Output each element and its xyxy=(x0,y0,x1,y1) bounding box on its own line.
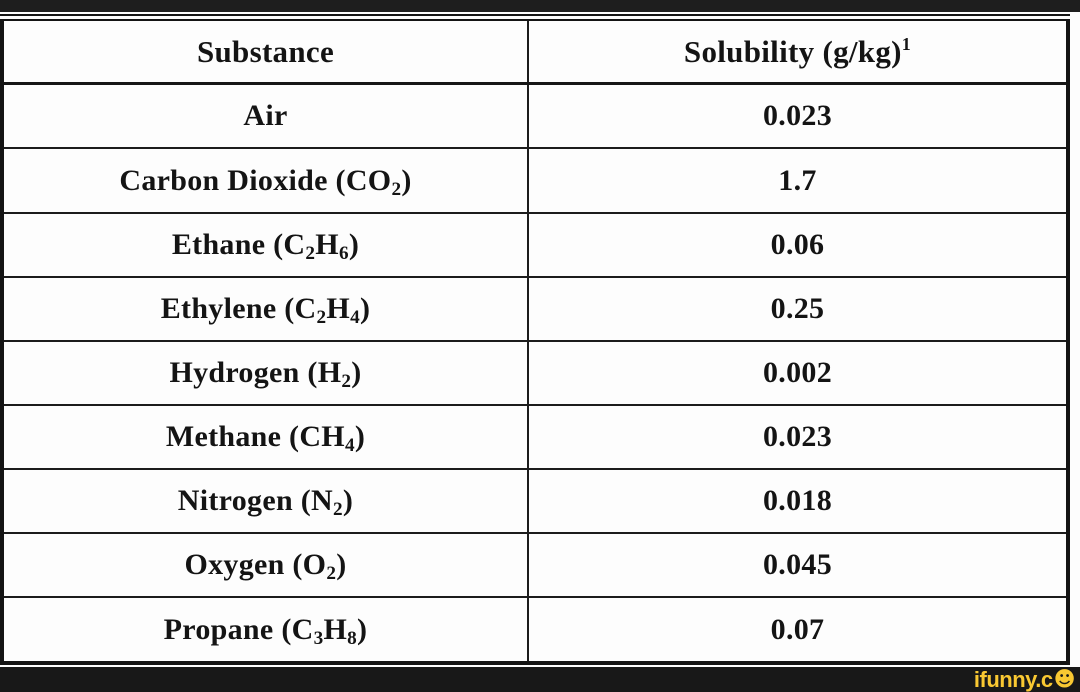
solubility-cell: 0.018 xyxy=(527,467,1069,534)
solubility-cell: 0.023 xyxy=(527,82,1069,150)
table-row: Ethane (C2H6) 0.06 xyxy=(1,211,1069,278)
solubility-table-container: Substance Solubility (g/kg)1 Air 0.023 Car… xyxy=(0,14,1070,665)
substance-cell: Propane (C3H8) xyxy=(1,596,529,664)
table-row: Methane (CH4) 0.023 xyxy=(1,403,1069,470)
solubility-cell: 0.07 xyxy=(527,596,1069,664)
substance-cell: Hydrogen (H2) xyxy=(1,339,529,406)
solubility-cell: 0.045 xyxy=(527,531,1069,599)
table-row: Air 0.023 xyxy=(1,82,1069,150)
substance-cell: Oxygen (O2) xyxy=(1,531,529,599)
solubility-cell: 0.25 xyxy=(527,275,1069,342)
table-row: Oxygen (O2) 0.045 xyxy=(1,531,1069,599)
substance-cell: Methane (CH4) xyxy=(1,403,529,470)
substance-cell: Carbon Dioxide (CO2) xyxy=(1,147,529,214)
solubility-cell: 0.023 xyxy=(527,403,1069,470)
solubility-table: Substance Solubility (g/kg)1 Air 0.023 Car… xyxy=(0,14,1070,665)
col-header-solubility: Solubility (g/kg)1 xyxy=(527,16,1069,85)
smiley-face-icon: ☻ xyxy=(1053,667,1076,691)
substance-cell: Ethane (C2H6) xyxy=(1,211,529,278)
watermark-text: ifunny.c xyxy=(973,666,1053,692)
top-letterbox-bar xyxy=(0,0,1080,12)
solubility-cell: 1.7 xyxy=(527,147,1069,214)
table-row: Propane (C3H8) 0.07 xyxy=(1,596,1069,664)
substance-cell: Ethylene (C2H4) xyxy=(1,275,529,342)
table-row: Nitrogen (N2) 0.018 xyxy=(1,467,1069,534)
solubility-cell: 0.06 xyxy=(527,211,1069,278)
table-row: Ethylene (C2H4) 0.25 xyxy=(1,275,1069,342)
table-row: Carbon Dioxide (CO2) 1.7 xyxy=(1,147,1069,214)
solubility-cell: 0.002 xyxy=(527,339,1069,406)
table-row: Hydrogen (H2) 0.002 xyxy=(1,339,1069,406)
watermark-bar: ifunny.c ☻ xyxy=(0,667,1080,692)
col-header-substance: Substance xyxy=(1,16,529,85)
table-body: Air 0.023 Carbon Dioxide (CO2) 1.7 Ethane (C… xyxy=(1,82,1069,664)
substance-cell: Air xyxy=(1,82,529,150)
ifunny-watermark: ifunny.c ☻ xyxy=(973,666,1076,692)
substance-cell: Nitrogen (N2) xyxy=(1,467,529,534)
header-row: Substance Solubility (g/kg)1 xyxy=(1,16,1069,85)
